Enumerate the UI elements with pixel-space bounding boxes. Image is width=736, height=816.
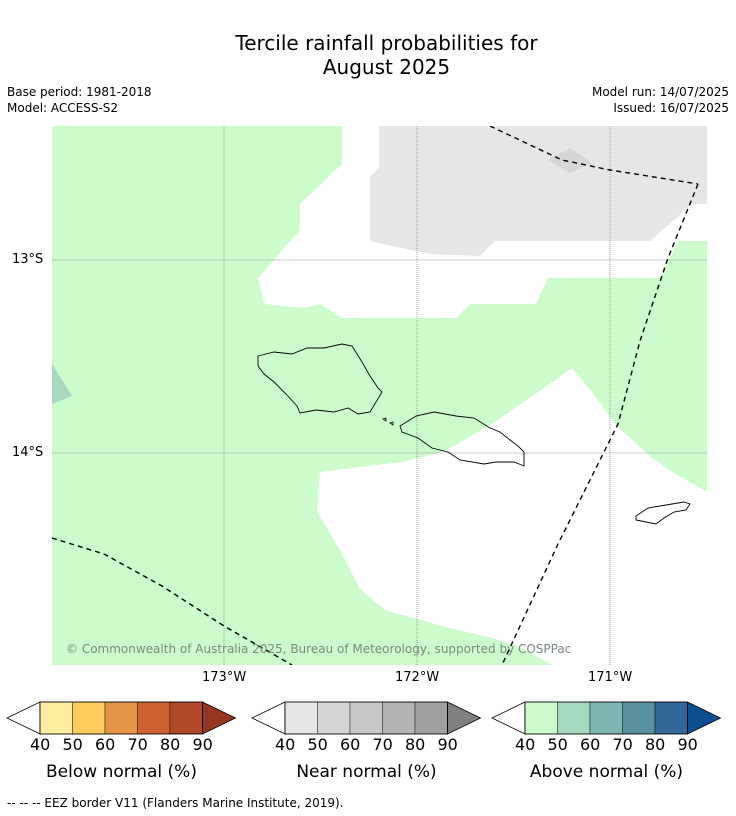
colorbar-segment	[104, 701, 138, 735]
colorbar-above-tick-label: 60	[580, 735, 601, 754]
colorbar-near-tick-label: 50	[307, 735, 328, 754]
colorbar-segment	[169, 701, 203, 735]
near-normal-label: Near normal (%)	[296, 762, 437, 782]
lon-label-171w: 171°W	[588, 670, 633, 685]
colorbar-frame	[39, 701, 203, 735]
colorbar-above-tick-label: 40	[515, 735, 536, 754]
model-text: Model: ACCESS-S2	[7, 101, 119, 115]
colorbar-segment	[382, 701, 416, 735]
near-normal-region	[370, 126, 707, 256]
above-normal-label: Above normal (%)	[529, 762, 684, 782]
colorbar-above-tick-label: 70	[612, 735, 633, 754]
colorbar-min-arrow	[251, 701, 286, 735]
colorbar-above-tick-label: 90	[677, 735, 698, 754]
colorbar-min-arrow	[491, 701, 526, 735]
eez-border-southwest	[52, 537, 293, 665]
chart-title: Tercile rainfall probabilities for Augus…	[0, 31, 736, 79]
lat-label-13s: 13°S	[12, 252, 44, 267]
issued-text: Issued: 16/07/2025	[613, 101, 729, 115]
model-run-text: Model run: 14/07/2025	[591, 85, 729, 99]
rainfall-map: © Commonwealth of Australia 2025, Bureau…	[52, 126, 707, 665]
colorbar-near-tick-label: 90	[437, 735, 458, 754]
apolima-islet	[389, 421, 394, 426]
colorbar-near-normal	[251, 701, 482, 735]
colorbar-segment	[284, 701, 318, 735]
colorbar-segment	[414, 701, 448, 735]
meta-left: Base period: 1981-2018 Model: ACCESS-S2	[7, 84, 152, 116]
colorbar-above-tick-label: 80	[645, 735, 666, 754]
colorbar-max-arrow	[687, 701, 722, 735]
colorbar-min-arrow	[6, 701, 41, 735]
colorbar-below-tick-label: 70	[127, 735, 148, 754]
eez-border-north	[489, 126, 699, 185]
base-period-text: Base period: 1981-2018	[7, 85, 152, 99]
savaii-island	[257, 343, 383, 415]
colorbar-frame	[524, 701, 688, 735]
lon-label-172w: 172°W	[395, 670, 440, 685]
colorbar-near-tick-label: 60	[340, 735, 361, 754]
manono-islet	[382, 417, 387, 422]
colorbar-segment	[39, 701, 73, 735]
colorbar-below-normal	[6, 701, 237, 735]
lon-label-173w: 173°W	[202, 670, 247, 685]
upolu-island	[399, 411, 525, 467]
title-line-2: August 2025	[322, 55, 451, 79]
colorbar-segment	[137, 701, 171, 735]
below-normal-label: Below normal (%)	[46, 762, 197, 782]
colorbar-below-tick-label: 50	[62, 735, 83, 754]
colorbar-segment	[589, 701, 623, 735]
colorbar-segment	[654, 701, 688, 735]
colorbar-segment	[317, 701, 351, 735]
above-normal-50-60-patch	[52, 364, 72, 404]
colorbar-segment	[524, 701, 558, 735]
meta-right: Model run: 14/07/2025 Issued: 16/07/2025	[592, 84, 729, 116]
colorbar-max-arrow	[447, 701, 482, 735]
colorbar-near-tick-label: 80	[405, 735, 426, 754]
lat-label-14s: 14°S	[12, 445, 44, 460]
colorbar-above-tick-label: 50	[547, 735, 568, 754]
eez-footnote: -- -- -- EEZ border V11 (Flanders Marine…	[7, 796, 344, 810]
colorbar-below-tick-label: 40	[30, 735, 51, 754]
colorbar-below-tick-label: 60	[95, 735, 116, 754]
colorbar-near-tick-label: 40	[275, 735, 296, 754]
colorbar-segment	[349, 701, 383, 735]
colorbar-below-tick-label: 90	[192, 735, 213, 754]
eez-border-east	[501, 183, 699, 665]
colorbar-segment	[622, 701, 656, 735]
colorbar-segment	[557, 701, 591, 735]
copyright-text: © Commonwealth of Australia 2025, Bureau…	[66, 642, 571, 656]
colorbar-frame	[284, 701, 448, 735]
title-line-1: Tercile rainfall probabilities for	[235, 31, 538, 55]
colorbar-above-normal	[491, 701, 722, 735]
near-normal-darker-patch	[548, 148, 592, 173]
colorbar-max-arrow	[202, 701, 237, 735]
colorbar-below-tick-label: 80	[160, 735, 181, 754]
colorbar-segment	[72, 701, 106, 735]
graticule	[52, 126, 707, 665]
tutuila-island	[635, 501, 691, 525]
colorbar-near-tick-label: 70	[372, 735, 393, 754]
